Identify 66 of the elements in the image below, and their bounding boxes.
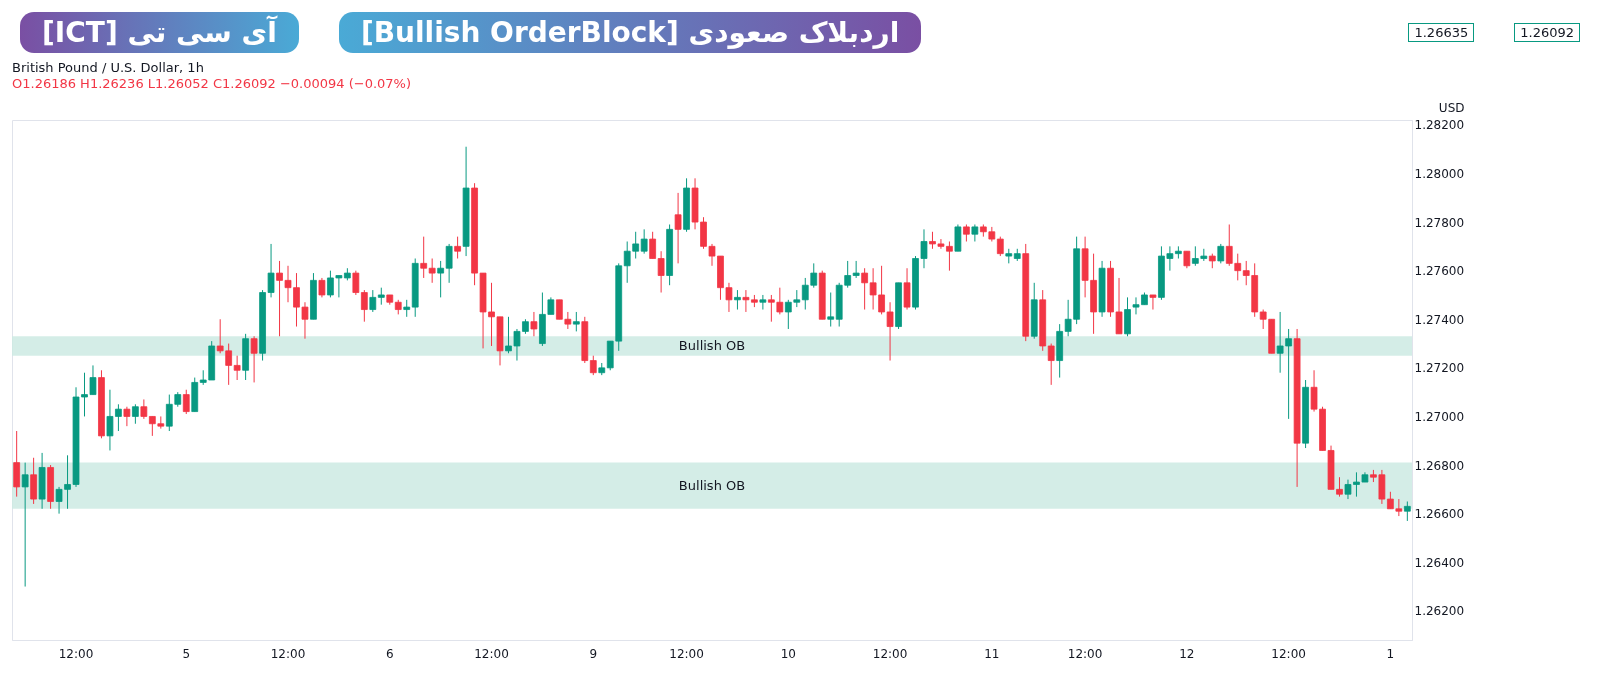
candlestick bbox=[318, 277, 326, 298]
band-label: Bullish OB bbox=[678, 337, 746, 353]
candlestick bbox=[640, 228, 648, 255]
y-tick-label: 1.27200 bbox=[1414, 361, 1465, 376]
candlestick bbox=[1149, 294, 1157, 311]
candlestick bbox=[132, 403, 139, 425]
y-tick-label: 1.28000 bbox=[1414, 166, 1465, 181]
y-tick-label: 1.27000 bbox=[1414, 409, 1465, 424]
x-tick-label: 1 bbox=[1386, 646, 1395, 661]
x-tick-label: 12:00 bbox=[58, 646, 94, 661]
x-tick-label: 11 bbox=[984, 646, 1000, 661]
candlestick bbox=[437, 260, 445, 298]
candlestick bbox=[1047, 343, 1055, 386]
x-tick-label: 12:00 bbox=[872, 646, 908, 661]
x-tick-label: 12:00 bbox=[270, 646, 306, 661]
x-tick-label: 12:00 bbox=[1067, 646, 1103, 661]
y-tick-label: 1.27600 bbox=[1414, 264, 1465, 279]
candlestick bbox=[530, 311, 538, 337]
candlestick bbox=[182, 389, 190, 415]
chart-subtitle: O1.26186 H1.26236 L1.26052 C1.26092 −0.00094 (−0.07%) bbox=[12, 76, 412, 91]
candlestick bbox=[1403, 501, 1411, 522]
y-tick-label: 1.26200 bbox=[1414, 604, 1465, 619]
candlestick bbox=[140, 398, 148, 420]
candlestick bbox=[445, 243, 453, 284]
text: 1.26635 bbox=[1408, 22, 1475, 42]
candlestick bbox=[360, 289, 368, 323]
candlestick bbox=[971, 223, 979, 242]
candlestick bbox=[674, 192, 682, 264]
chart-title: British Pound / U.S. Dollar, 1h bbox=[12, 60, 204, 75]
candlestick bbox=[572, 311, 580, 332]
candlestick bbox=[21, 462, 29, 588]
candlestick bbox=[649, 231, 657, 259]
candlestick bbox=[369, 289, 377, 313]
x-tick-label: 12:00 bbox=[474, 646, 509, 661]
y-tick-label: 1.26800 bbox=[1414, 458, 1465, 473]
candlestick bbox=[233, 355, 241, 381]
x-tick-label: 12:00 bbox=[1271, 646, 1306, 661]
candlestick bbox=[734, 289, 741, 311]
x-tick-label: 6 bbox=[385, 646, 394, 661]
y-tick-label: 1.27800 bbox=[1414, 215, 1465, 230]
y-tick-label: 1.26400 bbox=[1414, 555, 1465, 570]
candlestick bbox=[759, 294, 767, 311]
x-tick-label: 10 bbox=[780, 646, 796, 661]
candlestick bbox=[428, 258, 436, 284]
text: اردبلاک صعودی [Bullish OrderBlock] bbox=[338, 11, 922, 53]
y-tick-label: 1.26600 bbox=[1414, 507, 1465, 522]
candlestick bbox=[589, 355, 597, 376]
x-tick-label: 9 bbox=[589, 646, 598, 661]
text: 1.26092 bbox=[1514, 22, 1580, 42]
candlestick bbox=[420, 236, 428, 279]
y-tick-label: 1.28200 bbox=[1414, 118, 1465, 133]
candlestick bbox=[996, 236, 1004, 257]
text: آی سی تی [ICT] bbox=[20, 11, 299, 53]
band-label: Bullish OB bbox=[678, 477, 746, 493]
candlestick bbox=[123, 406, 131, 427]
candlestick bbox=[827, 292, 835, 328]
candlestick bbox=[454, 236, 461, 259]
candlestick bbox=[352, 270, 360, 296]
x-tick-label: 5 bbox=[182, 646, 191, 661]
x-tick-label: 12:00 bbox=[669, 646, 704, 661]
x-tick-label: 12 bbox=[1179, 646, 1195, 661]
candlestick bbox=[1217, 243, 1225, 264]
y-tick-label: 1.27400 bbox=[1414, 312, 1465, 327]
candlestick bbox=[657, 250, 665, 294]
candlestick bbox=[250, 335, 258, 383]
y-axis-title: USD bbox=[1438, 100, 1465, 115]
